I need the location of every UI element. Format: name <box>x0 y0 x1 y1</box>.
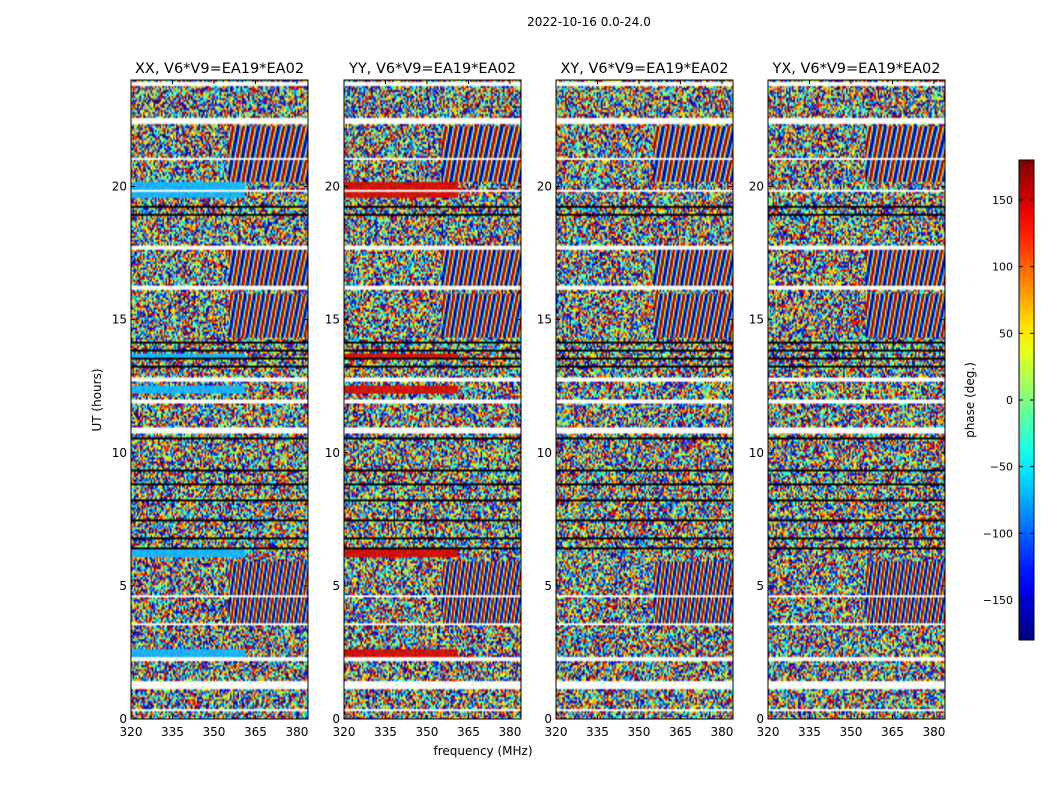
y-tick-label: 0 <box>332 712 340 726</box>
x-tick-label: 335 <box>374 725 397 739</box>
heatmap-image <box>768 80 945 719</box>
colorbar-tick-label: 50 <box>999 327 1013 340</box>
colorbar-tick-label: −100 <box>983 527 1013 540</box>
x-tick-label: 380 <box>498 725 521 739</box>
colorbar: 150 100 50 0 −50 −100 −150 <box>983 159 1035 641</box>
x-tick-label: 320 <box>120 725 143 739</box>
x-tick-label: 350 <box>628 725 651 739</box>
x-tick-label: 365 <box>244 725 267 739</box>
axes-frame <box>767 79 946 720</box>
y-tick-label: 20 <box>112 180 127 194</box>
panel-2: XY, V6*V9=EA19*EA02 320 335 350 365 380 0 5 10 15… <box>537 61 734 739</box>
x-tick-label: 350 <box>840 725 863 739</box>
panel-title: XY, V6*V9=EA19*EA02 <box>560 61 728 77</box>
axes-frame <box>555 79 734 720</box>
y-tick-label: 10 <box>537 446 552 460</box>
x-tick-label: 380 <box>922 725 945 739</box>
x-tick-label: 380 <box>285 725 308 739</box>
x-tick-label: 365 <box>881 725 904 739</box>
colorbar-tick-label: 150 <box>992 194 1013 207</box>
x-tick-label: 365 <box>669 725 692 739</box>
y-tick-label: 0 <box>544 712 552 726</box>
x-tick-label: 350 <box>203 725 226 739</box>
y-tick-label: 15 <box>325 313 340 327</box>
heatmap-image <box>344 80 521 719</box>
y-tick-label: 0 <box>756 712 764 726</box>
y-tick-label: 10 <box>325 446 340 460</box>
panel-title: YX, V6*V9=EA19*EA02 <box>771 61 940 77</box>
heatmap-image <box>131 80 308 719</box>
x-tick-label: 350 <box>416 725 439 739</box>
x-tick-label: 335 <box>586 725 609 739</box>
y-tick-label: 15 <box>112 313 127 327</box>
y-tick-label: 15 <box>749 313 764 327</box>
x-tick-label: 380 <box>710 725 733 739</box>
x-tick-label: 335 <box>798 725 821 739</box>
panel-0: XX, V6*V9=EA19*EA02 320 335 350 365 380 0 5 10 15… <box>112 61 309 739</box>
y-tick-label: 20 <box>749 180 764 194</box>
heatmap-image <box>556 80 733 719</box>
x-tick-label: 320 <box>757 725 780 739</box>
y-tick-label: 5 <box>544 579 552 593</box>
panel-title: YY, V6*V9=EA19*EA02 <box>348 61 516 77</box>
x-tick-label: 335 <box>161 725 184 739</box>
y-tick-label: 5 <box>756 579 764 593</box>
colorbar-tick-label: −50 <box>990 461 1013 474</box>
x-axis-label: frequency (MHz) <box>433 744 532 758</box>
y-tick-label: 20 <box>537 180 552 194</box>
panel-title: XX, V6*V9=EA19*EA02 <box>135 61 304 77</box>
colorbar-tick-label: 0 <box>1006 394 1013 407</box>
colorbar-label: phase (deg.) <box>963 362 977 438</box>
y-tick-label: 0 <box>119 712 127 726</box>
figure-suptitle: 2022-10-16 0.0-24.0 <box>527 15 651 29</box>
x-tick-label: 320 <box>333 725 356 739</box>
y-tick-label: 20 <box>325 180 340 194</box>
y-tick-label: 10 <box>749 446 764 460</box>
x-tick-label: 320 <box>545 725 568 739</box>
panels-group: XX, V6*V9=EA19*EA02 320 335 350 365 380 0 5 10 15… <box>112 61 946 739</box>
x-tick-label: 365 <box>457 725 480 739</box>
axes-frame <box>130 79 309 720</box>
panel-3: YX, V6*V9=EA19*EA02 320 335 350 365 380 0 5 10 15… <box>749 61 946 739</box>
panel-1: YY, V6*V9=EA19*EA02 320 335 350 365 380 0 5 10 15… <box>325 61 522 739</box>
y-tick-label: 15 <box>537 313 552 327</box>
y-tick-label: 5 <box>332 579 340 593</box>
y-tick-label: 10 <box>112 446 127 460</box>
colorbar-tick-label: −150 <box>983 594 1013 607</box>
y-axis-label: UT (hours) <box>90 368 104 431</box>
y-tick-label: 5 <box>119 579 127 593</box>
colorbar-tick-label: 100 <box>992 261 1013 274</box>
axes-frame <box>343 79 522 720</box>
